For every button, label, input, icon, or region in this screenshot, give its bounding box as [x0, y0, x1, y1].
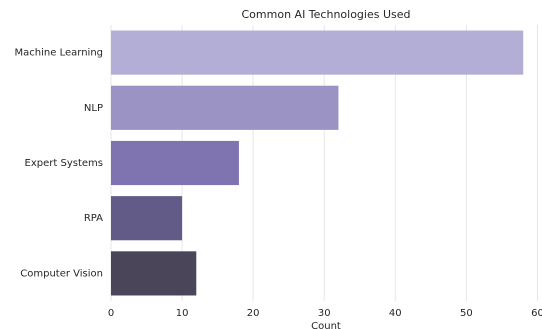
- x-axis-label: Count: [311, 321, 341, 329]
- x-tick-label: 60: [531, 308, 542, 319]
- y-tick-label: Computer Vision: [20, 268, 103, 279]
- y-tick-label: NLP: [84, 103, 103, 114]
- x-tick-label: 40: [389, 308, 402, 319]
- bar: [111, 251, 197, 296]
- y-tick-label: Expert Systems: [25, 158, 103, 169]
- bar: [111, 85, 339, 130]
- chart-title: Common AI Technologies Used: [242, 8, 411, 21]
- x-tick-label: 20: [247, 308, 260, 319]
- x-tick-label: 50: [460, 308, 473, 319]
- y-tick-label: Machine Learning: [15, 48, 103, 59]
- x-tick-label: 30: [318, 308, 331, 319]
- bar: [111, 30, 524, 75]
- x-tick-label: 10: [176, 308, 189, 319]
- bar: [111, 196, 183, 241]
- x-tick-label: 0: [108, 308, 114, 319]
- y-tick-label: RPA: [84, 213, 103, 224]
- bar: [111, 140, 239, 186]
